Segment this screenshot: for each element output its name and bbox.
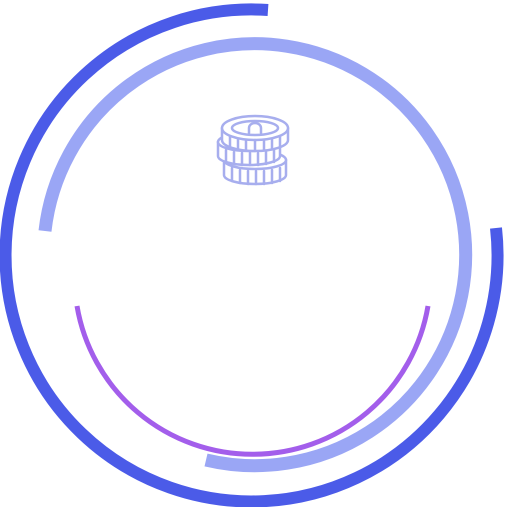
coin-top — [220, 114, 290, 153]
outer-ring-arc — [0, 3, 504, 507]
middle-ring-arc — [38, 37, 473, 473]
inner-progress-arc — [74, 305, 431, 457]
coin-stack-icon — [216, 114, 290, 186]
